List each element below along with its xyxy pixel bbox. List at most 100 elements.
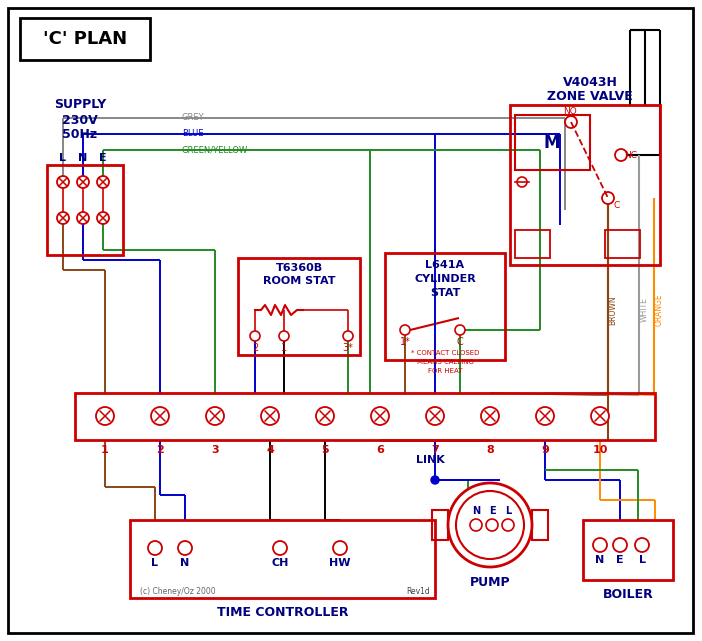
Circle shape (151, 407, 169, 425)
Circle shape (250, 331, 260, 341)
Text: ORANGE: ORANGE (654, 294, 663, 326)
Text: L: L (505, 506, 511, 516)
Text: (c) Cheney/Oz 2000: (c) Cheney/Oz 2000 (140, 588, 216, 597)
Text: NC: NC (625, 151, 637, 160)
Text: PUMP: PUMP (470, 576, 510, 590)
Text: GREY: GREY (182, 113, 204, 122)
Circle shape (57, 176, 69, 188)
Text: L: L (152, 558, 159, 568)
Circle shape (316, 407, 334, 425)
Circle shape (602, 192, 614, 204)
Text: 2: 2 (156, 445, 164, 455)
Circle shape (206, 407, 224, 425)
Circle shape (343, 331, 353, 341)
Text: NO: NO (563, 106, 577, 115)
Circle shape (593, 538, 607, 552)
Circle shape (426, 407, 444, 425)
Text: 1*: 1* (399, 337, 411, 347)
Text: GREEN/YELLOW: GREEN/YELLOW (182, 146, 249, 154)
Circle shape (273, 541, 287, 555)
Circle shape (591, 407, 609, 425)
Text: 3*: 3* (343, 343, 353, 353)
Text: L: L (639, 555, 646, 565)
Circle shape (431, 476, 439, 484)
Circle shape (456, 491, 524, 559)
Bar (130, 520, 435, 598)
Circle shape (96, 407, 114, 425)
Circle shape (178, 541, 192, 555)
Circle shape (613, 538, 627, 552)
Text: 10: 10 (592, 445, 608, 455)
Text: BOILER: BOILER (602, 588, 654, 601)
Text: 6: 6 (376, 445, 384, 455)
Text: 1: 1 (101, 445, 109, 455)
Circle shape (97, 176, 109, 188)
Text: C: C (614, 201, 620, 210)
Text: 4: 4 (266, 445, 274, 455)
Text: 'C' PLAN: 'C' PLAN (43, 30, 127, 48)
Circle shape (455, 325, 465, 335)
Circle shape (371, 407, 389, 425)
Bar (432, 510, 448, 540)
Text: E: E (489, 506, 496, 516)
Text: V4043H: V4043H (562, 76, 618, 90)
Circle shape (77, 212, 89, 224)
Text: HW: HW (329, 558, 351, 568)
Circle shape (615, 149, 627, 161)
Text: N: N (472, 506, 480, 516)
Text: STAT: STAT (430, 288, 461, 298)
Circle shape (470, 519, 482, 531)
Circle shape (448, 483, 532, 567)
Bar (385, 253, 505, 360)
Text: CYLINDER: CYLINDER (414, 274, 476, 284)
Bar (515, 115, 590, 170)
Bar (510, 105, 660, 265)
Bar (532, 510, 548, 540)
Circle shape (77, 176, 89, 188)
Bar (515, 230, 550, 258)
Bar (20, 18, 150, 60)
Circle shape (481, 407, 499, 425)
Text: 8: 8 (486, 445, 494, 455)
Circle shape (333, 541, 347, 555)
Text: ZONE VALVE: ZONE VALVE (547, 90, 633, 103)
Text: N: N (180, 558, 190, 568)
Text: 2: 2 (252, 343, 258, 353)
Text: FOR HEAT: FOR HEAT (428, 368, 462, 374)
Circle shape (517, 177, 527, 187)
Bar (583, 520, 673, 580)
Text: ROOM STAT: ROOM STAT (263, 276, 336, 286)
Circle shape (148, 541, 162, 555)
Text: 9: 9 (541, 445, 549, 455)
Text: 1: 1 (281, 343, 287, 353)
Text: TIME CONTROLLER: TIME CONTROLLER (217, 606, 349, 619)
Text: M: M (544, 134, 560, 152)
Text: WHITE: WHITE (640, 297, 649, 322)
Text: LINK: LINK (416, 455, 444, 465)
Text: 7: 7 (431, 445, 439, 455)
Text: Rev1d: Rev1d (406, 588, 430, 597)
Text: BLUE: BLUE (182, 129, 204, 138)
Text: CH: CH (271, 558, 289, 568)
Text: 3: 3 (211, 445, 219, 455)
Circle shape (97, 212, 109, 224)
Text: E: E (616, 555, 624, 565)
Circle shape (502, 519, 514, 531)
Circle shape (565, 116, 577, 128)
Text: SUPPLY: SUPPLY (54, 99, 106, 112)
Circle shape (536, 407, 554, 425)
Circle shape (400, 325, 410, 335)
Text: E: E (99, 153, 107, 163)
Bar (75, 393, 655, 440)
Text: L641A: L641A (425, 260, 465, 270)
Circle shape (57, 212, 69, 224)
Text: N: N (595, 555, 604, 565)
Text: T6360B: T6360B (275, 263, 322, 273)
Text: MEANS CALLING: MEANS CALLING (416, 359, 473, 365)
Text: * CONTACT CLOSED: * CONTACT CLOSED (411, 350, 479, 356)
Text: 5: 5 (322, 445, 329, 455)
Circle shape (635, 538, 649, 552)
Circle shape (261, 407, 279, 425)
Bar (238, 258, 360, 355)
Bar (605, 230, 640, 258)
